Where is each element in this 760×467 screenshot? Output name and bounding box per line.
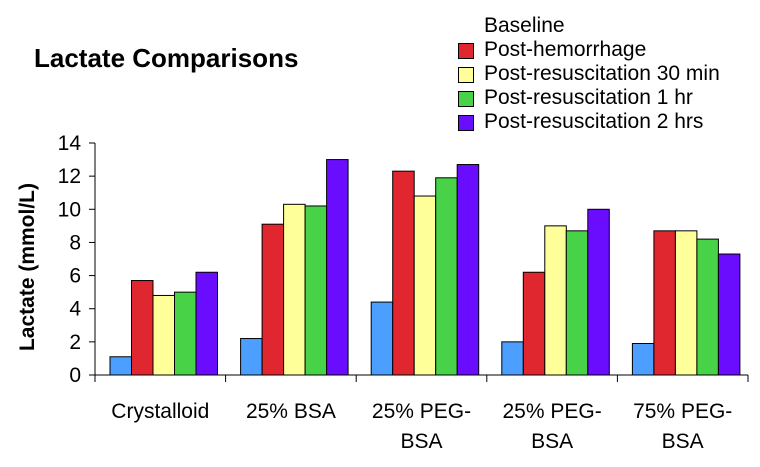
bar-3-series-3	[413, 195, 437, 376]
bar-3-series-2	[392, 170, 415, 376]
x-tick-label: 25% PEG-	[372, 400, 471, 423]
bar-1-series-3	[152, 294, 175, 376]
legend-item-post-hemorrhage: Post-hemorrhage	[458, 38, 720, 62]
y-tick-label: 0	[69, 364, 81, 387]
bar-2-series-2	[261, 223, 285, 376]
legend-label-post-resuscitation-30-min: Post-resuscitation 30 min	[484, 62, 720, 85]
x-tick-label: 75% PEG-	[633, 400, 732, 423]
legend-item-baseline: Baseline	[458, 14, 720, 38]
bar-1-series-1	[109, 356, 132, 376]
bar-5-series-4	[696, 238, 719, 376]
legend-item-post-resuscitation-30-min: Post-resuscitation 30 min	[458, 62, 720, 86]
bar-4-series-4	[565, 230, 589, 376]
bar-1-series-2	[131, 280, 154, 376]
y-tick-label: 2	[69, 331, 81, 354]
bar-3-series-5	[456, 164, 480, 376]
legend-item-post-resuscitation-1-hr: Post-resuscitation 1 hr	[458, 86, 720, 110]
x-tick-label: BSA	[400, 430, 442, 453]
bar-2-series-4	[304, 205, 328, 376]
bar-4-series-2	[522, 271, 546, 376]
bar-5-series-5	[717, 253, 741, 376]
legend-label-post-hemorrhage: Post-hemorrhage	[484, 38, 647, 61]
y-tick-label: 10	[58, 198, 81, 221]
legend-swatch-post-resuscitation-30-min	[458, 67, 474, 83]
chart-legend: Baseline Post-hemorrhage Post-resuscitat…	[458, 14, 720, 134]
bar-2-series-3	[283, 203, 306, 376]
legend-swatch-post-resuscitation-2-hrs	[458, 115, 474, 131]
x-tick-label: BSA	[531, 430, 573, 453]
y-tick-label: 4	[69, 298, 81, 321]
bar-2-series-5	[326, 159, 349, 376]
bar-4-series-3	[544, 225, 567, 376]
y-axis-label: Lactate (mmol/L)	[16, 183, 39, 351]
bar-4-series-5	[587, 208, 610, 376]
bar-1-series-4	[174, 291, 197, 376]
bar-5-series-1	[631, 343, 655, 376]
bar-5-series-3	[674, 230, 698, 376]
bar-2-series-1	[240, 338, 263, 376]
bar-5-series-2	[653, 230, 676, 376]
legend-swatch-post-hemorrhage	[458, 43, 474, 59]
bar-4-series-1	[501, 341, 524, 376]
x-tick-label: BSA	[662, 430, 704, 453]
x-tick-label: 25% PEG-	[502, 400, 601, 423]
legend-item-post-resuscitation-2-hrs: Post-resuscitation 2 hrs	[458, 110, 720, 134]
legend-label-post-resuscitation-1-hr: Post-resuscitation 1 hr	[484, 86, 693, 109]
bar-3-series-4	[435, 177, 458, 376]
legend-swatch-post-resuscitation-1-hr	[458, 91, 474, 107]
legend-label-baseline: Baseline	[484, 14, 565, 37]
y-tick-label: 6	[69, 265, 81, 288]
chart-title: Lactate Comparisons	[34, 43, 299, 73]
legend-label-post-resuscitation-2-hrs: Post-resuscitation 2 hrs	[484, 110, 704, 133]
bar-3-series-1	[370, 301, 394, 376]
x-tick-label: 25% BSA	[246, 400, 336, 423]
x-tick-label: Crystalloid	[111, 400, 209, 423]
y-tick-label: 14	[58, 132, 82, 155]
bar-1-series-5	[195, 271, 218, 376]
y-tick-label: 8	[69, 231, 81, 254]
y-tick-label: 12	[58, 165, 81, 188]
